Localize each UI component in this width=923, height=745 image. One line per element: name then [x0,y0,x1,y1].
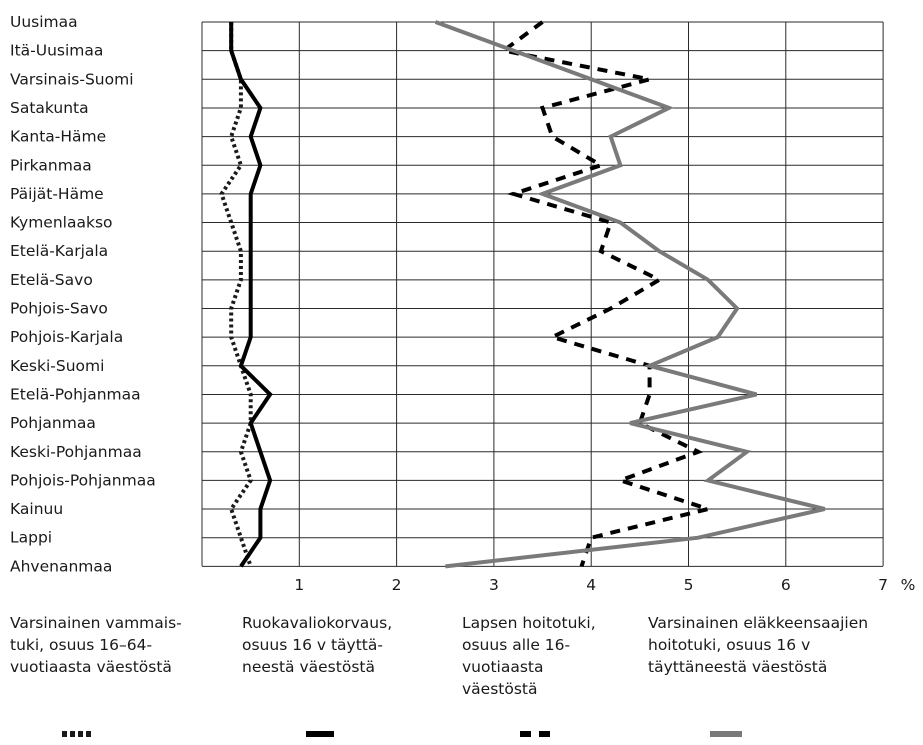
series-line-dotted [219,22,253,568]
region-label: Pohjois-Pohjanmaa [10,471,156,489]
legend-text-elakkeensaajien-hoitotuki: Varsinainen eläkkeensaajien hoitotuki, o… [648,614,869,676]
region-label: Keski-Suomi [10,357,104,375]
x-axis-ticks: 1 2 3 4 5 6 7% [294,576,915,594]
region-label: Pohjois-Savo [10,300,108,318]
region-label: Pohjanmaa [10,414,96,432]
region-label: Ahvenanmaa [10,557,112,575]
region-label: Etelä-Karjala [10,242,108,260]
x-tick-label: 6 [781,576,791,594]
legend-swatches [62,731,742,737]
x-unit-label: % [901,576,916,594]
x-tick-label: 4 [586,576,596,594]
region-labels: Uusimaa Itä-Uusimaa Varsinais-Suomi Satakun… [10,13,156,575]
legend-text-vammaistuki: Varsinainen vammais- tuki, osuus 16–64- … [10,614,182,676]
x-tick-label: 2 [392,576,402,594]
series-lines [219,20,826,569]
grid [201,21,884,567]
region-label: Kymenlaakso [10,214,113,232]
legend-text-ruokavaliokorvaus: Ruokavaliokorvaus, osuus 16 v täyttä- ne… [242,614,393,676]
region-label: Päijät-Häme [10,185,104,203]
region-label: Pirkanmaa [10,156,92,174]
region-label: Kainuu [10,500,63,518]
legend-text-lapsen-hoitotuki: Lapsen hoitotuki, osuus alle 16- vuotiaa… [462,614,596,698]
region-label: Satakunta [10,99,89,117]
region-label: Etelä-Savo [10,271,93,289]
region-label: Kanta-Häme [10,128,106,146]
x-tick-label: 1 [294,576,304,594]
region-label: Keski-Pohjanmaa [10,443,142,461]
region-label: Pohjois-Karjala [10,328,123,346]
x-tick-label: 5 [684,576,694,594]
series-line-solid-gray [434,20,826,569]
x-tick-label: 7 [878,576,888,594]
chart-svg: Uusimaa Itä-Uusimaa Varsinais-Suomi Satakun… [10,13,915,594]
region-label: Itä-Uusimaa [10,42,103,60]
region-label: Varsinais-Suomi [10,70,134,88]
region-label: Uusimaa [10,13,78,31]
series-line-solid-thick [229,22,273,568]
region-label: Etelä-Pohjanmaa [10,385,141,403]
series-line-dashed [498,20,716,568]
x-tick-label: 3 [489,576,499,594]
region-label: Lappi [10,529,52,547]
